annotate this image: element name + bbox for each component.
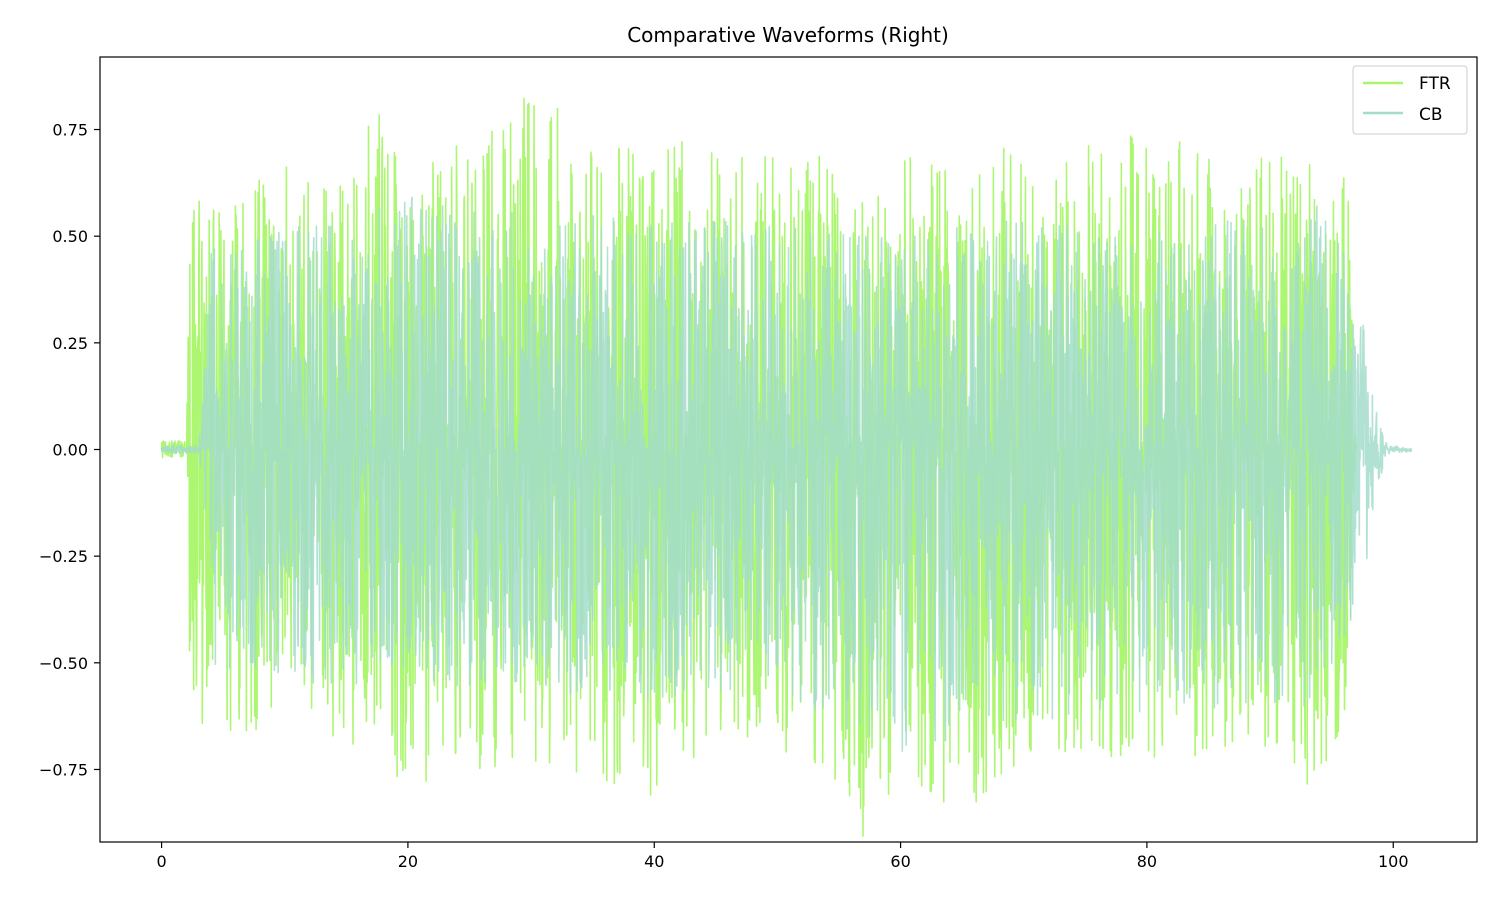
chart-title: Comparative Waveforms (Right) [627, 23, 949, 47]
y-tick-label: −0.50 [39, 654, 88, 673]
series-line-cb [160, 196, 1413, 752]
x-tick-label: 0 [156, 852, 166, 871]
y-tick-label: 0.00 [52, 441, 88, 460]
legend-label-ftr: FTR [1419, 74, 1451, 94]
x-tick-label: 60 [890, 852, 910, 871]
y-tick-label: 0.25 [52, 334, 88, 353]
y-tick-label: −0.75 [39, 760, 88, 779]
y-tick-label: 0.50 [52, 227, 88, 246]
x-tick-label: 100 [1378, 852, 1409, 871]
y-axis: −0.75 −0.50 −0.25 0.00 0.25 0.50 0.75 [39, 121, 100, 779]
legend-label-cb: CB [1419, 105, 1443, 125]
x-tick-label: 40 [644, 852, 664, 871]
legend: FTR CB [1352, 65, 1468, 135]
x-tick-label: 80 [1137, 852, 1157, 871]
y-tick-label: 0.75 [52, 121, 88, 140]
y-tick-label: −0.25 [39, 547, 88, 566]
x-tick-label: 20 [398, 852, 418, 871]
x-axis: 0 20 40 60 80 100 [156, 842, 1409, 871]
plot-area [160, 97, 1413, 837]
